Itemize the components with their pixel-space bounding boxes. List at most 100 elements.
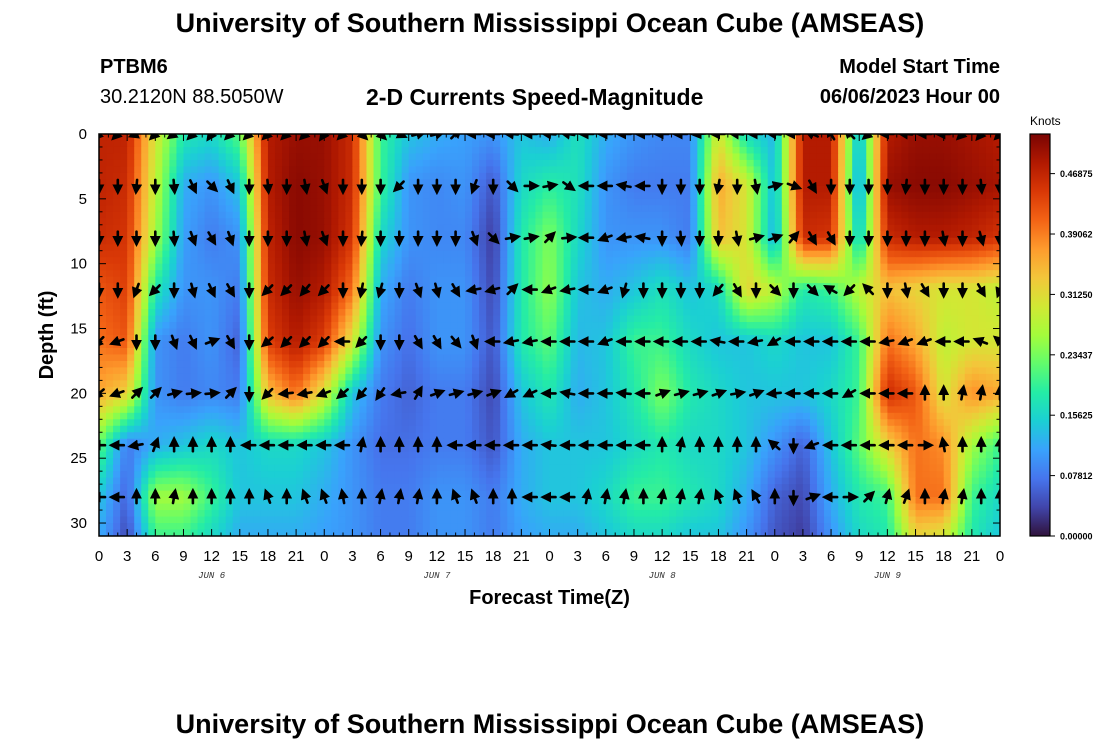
heatmap-cell [648,250,656,258]
heatmap-cell [415,302,424,310]
heatmap-cell [289,354,297,362]
heatmap-cell [331,172,339,180]
heatmap-cell [992,263,1000,271]
heatmap-cell [211,373,220,381]
heatmap-cell [824,263,832,271]
heatmap-cell [816,224,825,232]
heatmap-cell [289,380,297,388]
heatmap-cell [549,360,558,369]
heatmap-cell [845,192,853,200]
heatmap-cell [422,250,431,258]
heatmap-cell [802,146,811,155]
heatmap-cell [739,205,748,213]
heatmap-cell [683,276,691,284]
heatmap-cell [282,153,290,161]
heatmap-cell [985,270,994,278]
heatmap-cell [577,296,586,304]
heatmap-cell [739,289,748,297]
heatmap-cell [964,263,973,271]
heatmap-cell [401,309,410,317]
heatmap-cell [296,179,304,187]
heatmap-cell [387,289,396,297]
heatmap-cell [648,257,656,265]
heatmap-cell [514,224,522,232]
heatmap-cell [788,211,797,219]
heatmap-cell [176,179,185,187]
heatmap-cell [563,373,572,381]
heatmap-cell [697,244,705,252]
heatmap-cell [845,250,853,258]
heatmap-cell [169,315,178,323]
heatmap-cell [387,296,396,304]
heatmap-cell [556,140,565,148]
heatmap-cell [873,263,881,271]
heatmap-cell [528,302,537,310]
heatmap-cell [577,315,586,323]
heatmap-cell [929,335,938,343]
heatmap-cell [267,192,276,200]
heatmap-cell [472,153,480,161]
heatmap-cell [915,198,924,206]
heatmap-cell [563,166,572,174]
heatmap-cell [282,244,290,252]
heatmap-cell [697,360,705,369]
heatmap-cell [127,218,135,226]
heatmap-cell [852,263,860,271]
heatmap-cell [908,315,917,323]
heatmap-cell [422,153,431,161]
heatmap-cell [683,257,691,265]
heatmap-cell [845,315,853,323]
heatmap-cell [282,146,290,155]
heatmap-cell [380,335,389,343]
heatmap-cell [422,172,431,180]
heatmap-cell [802,347,811,356]
heatmap-cell [676,153,684,161]
heatmap-cell [472,270,480,278]
heatmap-cell [380,257,389,265]
heatmap-cell [570,134,579,142]
heatmap-cell [443,224,452,232]
heatmap-cell [500,211,508,219]
heatmap-cell [859,192,867,200]
heatmap-cell [472,198,480,206]
heatmap-cell [556,192,565,200]
heatmap-cell [500,354,508,362]
heatmap-cell [683,309,691,317]
heatmap-cell [155,257,163,265]
heatmap-cell [401,250,410,258]
heatmap-cell [774,134,783,142]
heatmap-cell [570,179,579,187]
heatmap-cell [570,244,579,252]
heatmap-cell [641,146,649,155]
heatmap-cell [753,360,762,369]
heatmap-cell [711,373,720,381]
heatmap-cell [852,250,860,258]
heatmap-cell [802,367,811,375]
heatmap-cell [971,263,980,271]
heatmap-cell [106,185,114,193]
heatmap-cell [415,146,424,155]
heatmap-cell [978,153,987,161]
heatmap-cell [774,302,783,310]
heatmap-cell [303,179,311,187]
heatmap-cell [570,257,579,265]
heatmap-cell [788,360,797,369]
heatmap-cell [655,283,663,291]
heatmap-cell [662,211,670,219]
heatmap-cell [120,166,128,174]
heatmap-cell [106,205,114,213]
heatmap-cell [824,218,832,226]
heatmap-cell [915,354,924,362]
heatmap-cell [577,270,586,278]
heatmap-cell [127,270,135,278]
heatmap-cell [852,380,860,388]
heatmap-cell [633,302,642,310]
heatmap-cell [373,159,382,168]
heatmap-cell [310,309,318,317]
heatmap-cell [345,192,354,200]
heatmap-cell [486,218,494,226]
heatmap-cell [415,367,424,375]
heatmap-cell [612,367,621,375]
heatmap-cell [662,341,670,349]
heatmap-cell [183,315,192,323]
